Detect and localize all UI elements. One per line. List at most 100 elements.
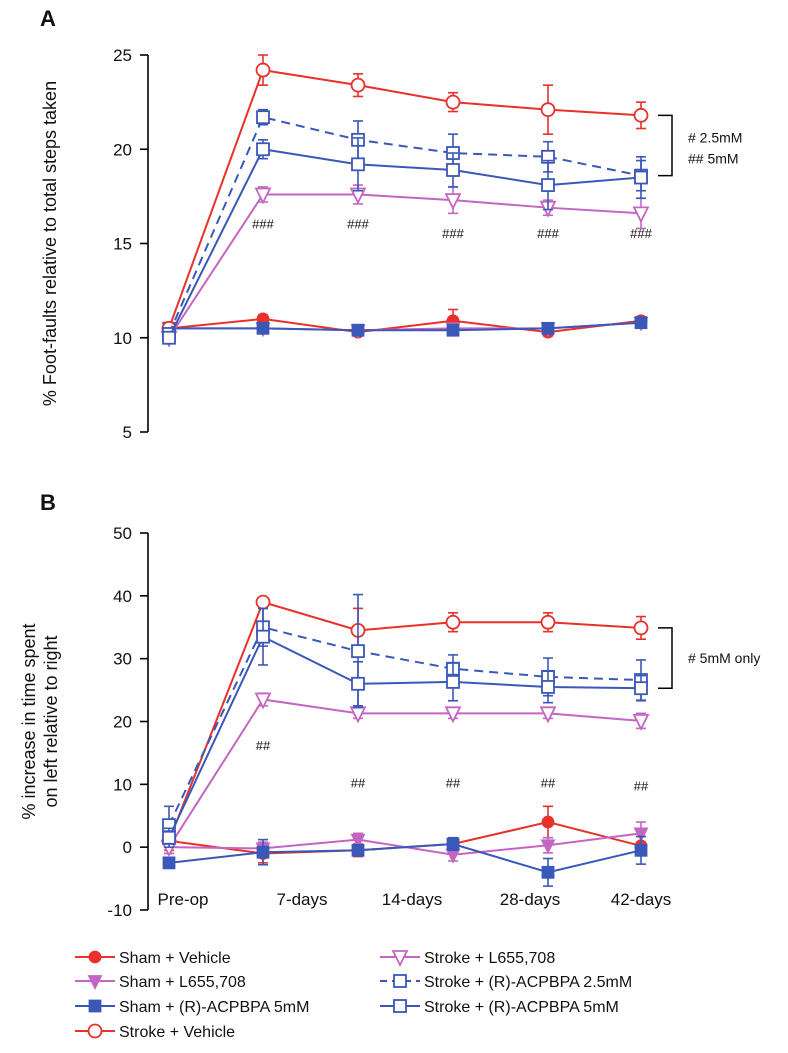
data-point [162, 830, 176, 845]
panel-label: A [40, 6, 56, 31]
data-point [541, 680, 555, 694]
data-point [444, 193, 462, 211]
y-axis-label: % Foot-faults relative to total steps ta… [40, 81, 60, 406]
data-point [444, 706, 462, 724]
x-tick-label: 42-days [611, 890, 671, 909]
series-line [169, 321, 642, 332]
y-tick-label: 50 [113, 524, 132, 543]
series-line [168, 832, 642, 856]
y-axis-label: on left relative to right [41, 635, 61, 807]
panel-label: B [40, 490, 56, 515]
series-7 [162, 607, 648, 848]
data-point [632, 713, 650, 731]
data-point [540, 839, 556, 855]
series-4 [161, 594, 649, 852]
data-point [541, 865, 555, 879]
legend-item: Sham + (R)-ACPBPA 5mM [75, 999, 309, 1016]
data-point [446, 323, 460, 337]
significance-label: ### [347, 216, 369, 231]
data-point [632, 206, 650, 224]
significance-label: ## [256, 738, 271, 753]
y-axis-label: % increase in time spent [19, 623, 39, 819]
significance-label: ### [537, 226, 559, 241]
data-point [350, 833, 366, 849]
data-point [446, 163, 460, 177]
data-point [539, 706, 557, 724]
x-tick-label: Pre-op [157, 890, 208, 909]
y-tick-label: 40 [113, 587, 132, 606]
significance-label: ### [442, 226, 464, 241]
data-point [541, 178, 555, 192]
legend-marker [88, 999, 102, 1013]
data-point [256, 142, 270, 157]
legend-label: Stroke + Vehicle [119, 1024, 235, 1041]
significance-label: ## [634, 779, 649, 794]
data-point [256, 110, 270, 125]
series-7 [162, 137, 648, 345]
data-point [634, 681, 648, 696]
legend-label: Stroke + L655,708 [424, 950, 555, 967]
legend-label: Sham + L655,708 [119, 974, 246, 991]
series-4 [161, 54, 649, 336]
data-point [255, 594, 271, 610]
x-tick-label: 14-days [382, 890, 442, 909]
data-point [162, 330, 176, 345]
data-point [541, 321, 555, 335]
data-point [445, 848, 461, 864]
legend-item: Sham + L655,708 [75, 974, 246, 991]
panel-b: B -10 0 10 20 30 40 50 % increase in time spent o… [19, 490, 760, 920]
series-1 [162, 308, 648, 339]
data-point [634, 170, 648, 185]
data-point [540, 614, 556, 630]
data-point [540, 102, 556, 118]
legend-item: Stroke + L655,708 [380, 950, 555, 968]
data-point [445, 614, 461, 630]
data-point [255, 62, 271, 78]
data-point [633, 620, 649, 636]
series-line [168, 698, 642, 848]
data-point [256, 629, 270, 644]
y-tick-label: 20 [113, 713, 132, 732]
legend-label: Sham + (R)-ACPBPA 5mM [119, 999, 309, 1016]
series-line [168, 193, 642, 339]
series-line [168, 635, 642, 839]
y-tick-label: 20 [113, 140, 132, 159]
bracket-label: # 2.5mM [688, 129, 742, 145]
significance-label: ### [630, 226, 652, 241]
data-point [634, 316, 648, 330]
significance-label: ## [351, 775, 366, 790]
series-line [168, 843, 642, 874]
series-line [168, 148, 642, 339]
significance-bracket [658, 627, 673, 689]
series-line [168, 116, 642, 335]
data-point [633, 107, 649, 123]
significance-bracket [658, 114, 673, 177]
y-tick-label: 15 [113, 235, 132, 254]
legend: Sham + Vehicle Sham + L655,708 Sham + (R)-… [75, 950, 632, 1041]
y-tick-label: -10 [107, 901, 132, 920]
data-point [350, 77, 366, 93]
bracket-label: # 5mM only [688, 650, 760, 666]
y-tick-label: 25 [113, 46, 132, 65]
bracket-label: ## 5mM [688, 150, 739, 166]
legend-label: Stroke + (R)-ACPBPA 5mM [424, 999, 619, 1016]
y-tick-label: 0 [123, 838, 132, 857]
data-point [351, 157, 365, 172]
legend-marker [87, 975, 103, 991]
series-6 [162, 593, 648, 845]
panel-a: A 5 10 15 20 25 % Foot-faults relative to tota… [40, 6, 742, 442]
x-tick-label: 7-days [276, 890, 327, 909]
legend-marker [88, 950, 102, 964]
y-tick-label: 10 [113, 775, 132, 794]
y-tick-label: 5 [123, 423, 132, 442]
data-point [351, 644, 365, 659]
data-point [351, 843, 365, 857]
legend-marker [393, 974, 407, 988]
data-point [446, 675, 460, 689]
data-point [541, 815, 555, 829]
series-line [168, 317, 642, 334]
data-point [162, 856, 176, 870]
legend-marker [393, 999, 407, 1013]
data-point [351, 676, 365, 691]
